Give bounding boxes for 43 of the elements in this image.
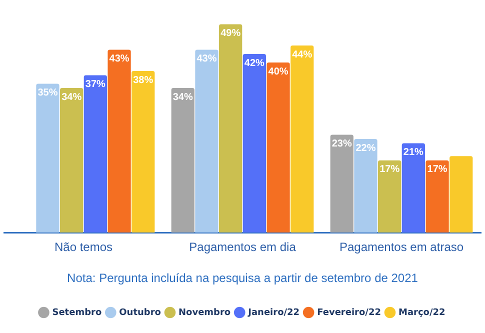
bar: [108, 50, 131, 233]
data-label: 35%: [38, 88, 58, 99]
bar: [195, 50, 218, 233]
bar: [402, 143, 425, 233]
x-tick-label: Pagamentos em dia: [189, 240, 296, 254]
legend-label: Novembro: [178, 308, 231, 318]
data-label: 38%: [133, 74, 154, 86]
data-label: 34%: [62, 92, 82, 103]
bar: [219, 24, 242, 233]
data-label: 44%: [292, 49, 312, 60]
bar: [36, 84, 60, 233]
legend-label: Fevereiro/22: [317, 308, 381, 318]
bar: [132, 71, 155, 233]
bar: [354, 139, 378, 233]
data-label: 37%: [85, 79, 106, 90]
data-label: 43%: [196, 54, 217, 65]
bar: [266, 62, 290, 233]
data-label: 17%: [380, 164, 400, 176]
x-tick-label: Não temos: [54, 240, 113, 254]
bar: [60, 88, 84, 233]
data-label: 22%: [356, 142, 376, 154]
data-label: 42%: [244, 58, 265, 69]
bar: [450, 156, 473, 233]
bar: [171, 88, 194, 233]
bar: [290, 46, 314, 233]
data-label: 23%: [332, 138, 352, 150]
legend-label: Outubro: [119, 308, 161, 318]
bar: [242, 54, 266, 233]
data-label: 40%: [268, 66, 288, 78]
legend-label: Setembro: [52, 308, 102, 318]
legend-label: Março/22: [398, 308, 446, 318]
x-tick-label: Pagamentos em atraso: [339, 240, 464, 254]
data-label: 43%: [109, 54, 130, 65]
bar: [330, 134, 354, 233]
bar: [426, 160, 449, 233]
legend-label: Janeiro/22: [247, 308, 300, 318]
text: Nota: Pergunta incluída na pesquisa a partir de setembro de 2021: [67, 270, 418, 285]
data-label: 17%: [427, 164, 448, 176]
bar: [378, 160, 402, 233]
data-label: 34%: [172, 92, 193, 103]
bar: [84, 75, 107, 233]
data-label: 21%: [403, 147, 424, 158]
data-label: 49%: [220, 28, 241, 39]
